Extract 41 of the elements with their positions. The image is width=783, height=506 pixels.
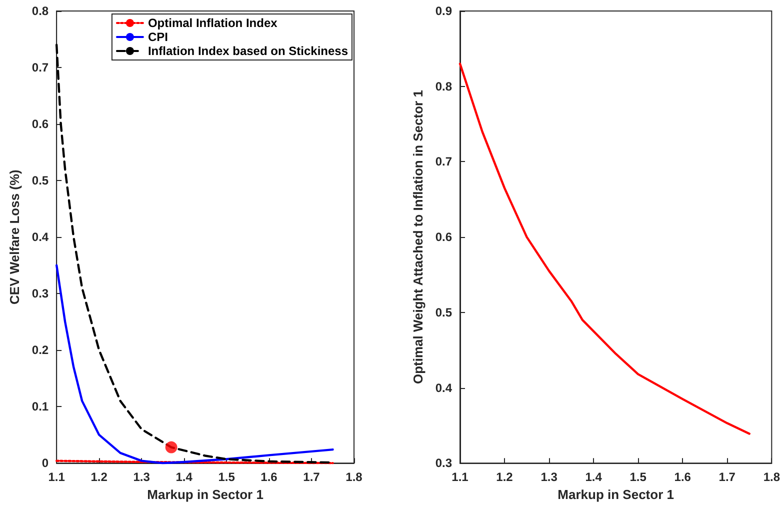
x-tick-label: 1.8 bbox=[763, 470, 780, 484]
y-tick-label: 0.8 bbox=[32, 4, 49, 18]
x-tick-label: 1.1 bbox=[452, 470, 469, 484]
x-tick-label: 1.7 bbox=[718, 470, 736, 484]
x-tick-label: 1.4 bbox=[585, 470, 602, 484]
line-series bbox=[458, 62, 750, 435]
y-tick-label: 0.6 bbox=[435, 230, 452, 244]
legend-label: CPI bbox=[148, 30, 168, 44]
y-tick-label: 0.6 bbox=[32, 117, 49, 132]
x-tick-label: 1.6 bbox=[674, 470, 692, 484]
x-tick-label: 1.3 bbox=[540, 470, 558, 484]
x-tick-label: 1.6 bbox=[260, 470, 278, 484]
x-axis-title: Markup in Sector 1 bbox=[147, 487, 264, 502]
line-series bbox=[55, 264, 334, 464]
x-tick-label: 1.2 bbox=[90, 470, 108, 484]
x-axis-title: Markup in Sector 1 bbox=[558, 487, 674, 502]
y-tick-label: 0.8 bbox=[435, 79, 452, 94]
y-axis-title: CEV Welfare Loss (%) bbox=[7, 170, 22, 304]
y-axis-title: Optimal Weight Attached to Inflation in Sector 1 bbox=[410, 90, 426, 384]
y-tick-label: 0.3 bbox=[32, 286, 49, 301]
y-tick-label: 0.1 bbox=[32, 400, 49, 414]
x-tick-label: 1.3 bbox=[133, 470, 150, 484]
x-tick-label: 1.4 bbox=[176, 470, 193, 484]
y-tick-label: 0.5 bbox=[435, 305, 452, 320]
x-tick-label: 1.5 bbox=[218, 470, 236, 484]
y-tick-label: 0.5 bbox=[32, 174, 49, 188]
x-tick-label: 1.1 bbox=[48, 470, 66, 484]
y-tick-label: 0.7 bbox=[435, 154, 452, 169]
x-tick-label: 1.5 bbox=[630, 470, 647, 484]
x-tick-label: 1.8 bbox=[346, 470, 363, 484]
x-tick-label: 1.7 bbox=[303, 470, 320, 484]
y-tick-label: 0.3 bbox=[435, 456, 452, 470]
y-tick-label: 0.4 bbox=[435, 380, 452, 395]
x-tick-label: 1.2 bbox=[496, 470, 514, 484]
legend-label: Optimal Inflation Index bbox=[148, 16, 278, 30]
legend-label: Inflation Index based on Stickiness bbox=[148, 44, 348, 58]
y-tick-label: 0.7 bbox=[32, 60, 49, 75]
y-tick-label: 0.4 bbox=[32, 230, 49, 244]
y-tick-label: 0 bbox=[42, 456, 49, 470]
y-tick-label: 0.2 bbox=[32, 343, 49, 358]
y-tick-label: 0.9 bbox=[435, 4, 452, 18]
